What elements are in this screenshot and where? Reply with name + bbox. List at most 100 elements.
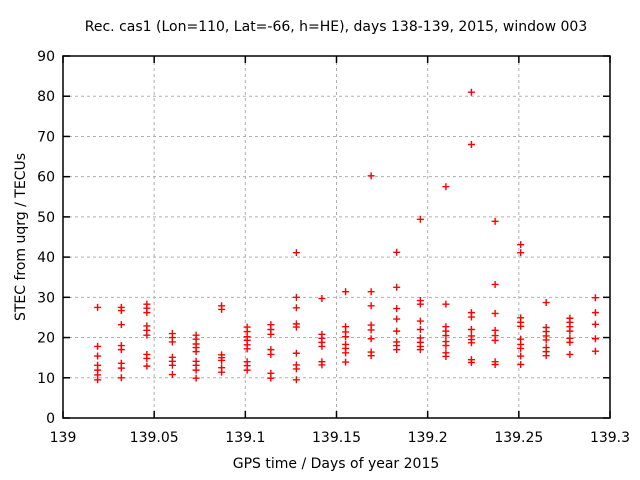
x-tick-label: 139.05	[130, 430, 179, 446]
data-point-marker	[491, 309, 499, 317]
data-point-marker	[367, 326, 375, 334]
data-point-marker	[542, 352, 550, 360]
x-tick-label: 139.1	[225, 430, 265, 446]
data-point-marker	[442, 332, 450, 340]
data-point-marker	[367, 302, 375, 310]
data-point-marker	[292, 365, 300, 373]
data-point-marker	[517, 344, 525, 352]
data-point-marker	[168, 338, 176, 346]
data-point-marker	[393, 346, 401, 354]
data-point-marker	[292, 249, 300, 257]
data-point-marker	[467, 358, 475, 366]
data-point-marker	[117, 364, 125, 372]
data-point-marker	[143, 362, 151, 370]
data-point-marker	[367, 172, 375, 180]
data-point-marker	[491, 280, 499, 288]
data-point-marker	[143, 354, 151, 362]
data-point-marker	[143, 331, 151, 339]
data-point-marker	[168, 361, 176, 369]
data-point-marker	[143, 309, 151, 317]
data-point-marker	[517, 322, 525, 330]
data-point-marker	[393, 327, 401, 335]
data-point-marker	[318, 295, 326, 303]
data-point-marker	[491, 217, 499, 225]
data-point-marker	[442, 342, 450, 350]
data-point-marker	[367, 288, 375, 296]
data-point-marker	[393, 305, 401, 313]
y-tick-labels: 0 10 20 30 40 50 60 70 80 90	[37, 49, 55, 427]
data-point-marker	[367, 352, 375, 360]
data-point-marker	[467, 88, 475, 96]
y-tick-label: 50	[37, 210, 55, 226]
y-tick-label: 20	[37, 331, 55, 347]
data-point-marker	[292, 293, 300, 301]
data-point-marker	[393, 283, 401, 291]
data-point-marker	[117, 346, 125, 354]
y-tick-label: 90	[37, 49, 55, 65]
data-point-marker	[416, 346, 424, 354]
data-point-marker	[243, 345, 251, 353]
data-point-marker	[292, 323, 300, 331]
data-point-marker	[517, 352, 525, 360]
data-point-marker	[393, 315, 401, 323]
data-point-marker	[416, 317, 424, 325]
data-point-marker	[318, 361, 326, 369]
data-point-marker	[393, 248, 401, 256]
y-tick-label: 0	[46, 411, 55, 427]
x-tick-labels: 139 139.05 139.1 139.15 139.2 139.25 139.3	[50, 430, 630, 446]
data-point-marker	[292, 349, 300, 357]
data-point-marker	[416, 300, 424, 308]
data-point-marker	[342, 349, 350, 357]
plot-border	[62, 55, 611, 419]
data-point-marker	[467, 140, 475, 148]
y-tick-label: 30	[37, 290, 55, 306]
data-point-marker	[416, 215, 424, 223]
data-point-marker	[94, 342, 102, 350]
data-point-marker	[117, 321, 125, 329]
data-points	[94, 88, 599, 384]
x-tick-label: 139.25	[494, 430, 543, 446]
data-point-marker	[267, 330, 275, 338]
data-point-marker	[117, 374, 125, 382]
data-point-marker	[542, 336, 550, 344]
data-point-marker	[442, 300, 450, 308]
y-tick-label: 40	[37, 250, 55, 266]
x-tick-label: 139.3	[590, 430, 630, 446]
data-point-marker	[342, 288, 350, 296]
data-point-marker	[218, 356, 226, 364]
data-point-marker	[566, 327, 574, 335]
y-tick-label: 80	[37, 89, 55, 105]
data-point-marker	[192, 374, 200, 382]
data-point-marker	[94, 352, 102, 360]
data-point-marker	[218, 368, 226, 376]
data-point-marker	[192, 348, 200, 356]
data-point-marker	[292, 376, 300, 384]
data-point-marker	[243, 366, 251, 374]
x-tick-label: 139.15	[312, 430, 361, 446]
data-point-marker	[168, 371, 176, 379]
x-tick-label: 139	[50, 430, 77, 446]
data-point-marker	[416, 326, 424, 334]
data-point-marker	[467, 313, 475, 321]
data-point-marker	[467, 339, 475, 347]
gridlines	[63, 56, 610, 418]
data-point-marker	[94, 376, 102, 384]
data-point-marker	[267, 374, 275, 382]
y-tick-label: 70	[37, 129, 55, 145]
data-point-marker	[542, 299, 550, 307]
data-point-marker	[218, 305, 226, 313]
x-tick-label: 139.2	[408, 430, 448, 446]
data-point-marker	[342, 358, 350, 366]
data-point-marker	[367, 335, 375, 343]
data-point-marker	[117, 307, 125, 315]
data-point-marker	[591, 347, 599, 355]
data-point-marker	[591, 309, 599, 317]
data-point-marker	[566, 338, 574, 346]
data-point-marker	[442, 352, 450, 360]
data-point-marker	[491, 361, 499, 369]
x-axis-label: GPS time / Days of year 2015	[233, 456, 440, 472]
data-point-marker	[318, 342, 326, 350]
